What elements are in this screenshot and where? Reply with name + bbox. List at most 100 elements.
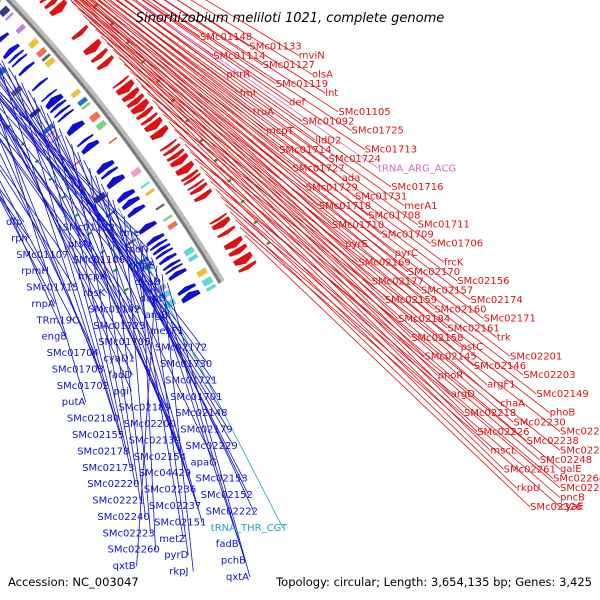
gene-label: SMc02201 (510, 351, 562, 362)
leader-line (0, 112, 133, 376)
forward-gene (44, 0, 58, 10)
leader-line (88, 0, 306, 188)
reverse-gene (8, 49, 25, 64)
gene-label: SMc02326 (530, 502, 582, 513)
gene-label: SMc02149 (536, 389, 588, 400)
gene-label: SMc02154 (134, 452, 186, 463)
forward-gene (135, 105, 154, 121)
gene-label: SMc02184 (398, 314, 450, 325)
leader-line (27, 89, 234, 447)
gene-label: lnt (325, 88, 338, 99)
leader-line (0, 66, 116, 419)
gene-label: SMc01724 (329, 154, 381, 165)
gene-label: SMc02159 (385, 295, 437, 306)
gene-label: pyrC (395, 248, 418, 259)
gene-label: SMc04429 (139, 468, 191, 479)
leader-line (0, 113, 87, 403)
gene-label: SMc02221 (92, 496, 144, 507)
gene-label: mscL (490, 446, 516, 457)
reverse-gene (49, 99, 67, 114)
gene-label: rpoN (125, 244, 149, 255)
gene-label: SMc02261 (504, 464, 556, 475)
gene-label: dapD (140, 294, 167, 305)
gene-label: pyrE (345, 239, 368, 250)
gene-label: fadB (216, 539, 239, 550)
gc-mark (34, 159, 40, 164)
leader-line (95, 175, 198, 507)
gene-label: SMc01711 (418, 220, 470, 231)
leader-line (152, 0, 277, 85)
forward-gene (183, 172, 201, 186)
gc-mark (136, 306, 141, 311)
gene-label: SMc01710 (332, 220, 384, 231)
gene-label: SMc01132 (63, 223, 115, 234)
gene-label: SMc02189 (119, 403, 171, 414)
leader-line (109, 0, 343, 179)
leader-line (0, 115, 122, 261)
genome-arc-layer: 400 kbp450 kbp500 kbp550 kbp600 kbp650 k… (0, 0, 271, 311)
gene-label: lldD2 (315, 135, 341, 146)
reverse-gene (45, 93, 64, 110)
forward-gene (187, 178, 205, 191)
leader-line (80, 0, 409, 273)
leader-line (81, 0, 333, 226)
gene-label: SMc01729 (306, 182, 358, 193)
gene-label: chaA (500, 399, 525, 410)
gene-label: SMc02171 (484, 314, 536, 325)
gene-label: trk (497, 333, 511, 344)
gene-label: SMc01119 (276, 79, 328, 90)
reverse-gene (158, 252, 177, 266)
gene-label: SMc02161 (447, 323, 499, 334)
leader-lines (0, 0, 561, 578)
reverse-gene (18, 61, 35, 77)
gene-label: rpmH (21, 266, 49, 277)
leader-line (166, 282, 251, 578)
leader-line (184, 143, 478, 433)
gene-label: mexF1 (150, 326, 184, 337)
gene-label: truA (253, 107, 274, 118)
gene-label: SMc02178 (77, 446, 129, 457)
leader-line (132, 0, 303, 122)
leader-line (230, 211, 518, 489)
gene-label: SMc01723 (93, 321, 145, 332)
forward-gene (159, 138, 177, 152)
leader-line (78, 0, 346, 245)
gene-label: SMc02156 (457, 276, 509, 287)
forward-gene (49, 0, 68, 17)
leader-line (136, 265, 158, 567)
cog-block-outer (187, 253, 199, 263)
leader-line (89, 167, 141, 501)
leader-line (225, 204, 561, 489)
gene-label: SMc02157 (421, 286, 473, 297)
leader-line (205, 173, 541, 461)
leader-line (235, 219, 561, 498)
leader-line (33, 97, 126, 452)
gene-label: fmt (240, 88, 257, 99)
reverse-gene (177, 283, 197, 296)
leader-line (106, 191, 146, 517)
gene-label: SMc01127 (263, 60, 315, 71)
forward-gene (238, 260, 257, 273)
gene-label: SMc02223 (103, 528, 155, 539)
leader-line (164, 0, 339, 113)
leader-line (210, 181, 561, 470)
leader-line (40, 105, 183, 457)
gene-label: SMc02220 (87, 479, 139, 490)
gene-label: SMc01725 (352, 126, 404, 137)
leader-line (132, 0, 379, 169)
gene-label: SMc02169 (358, 258, 410, 269)
reverse-gene (116, 188, 136, 204)
gene-label: SMc01730 (160, 359, 212, 370)
gene-label: SMc02229 (185, 441, 237, 452)
cog-block-outer (167, 220, 179, 231)
leader-line (153, 0, 352, 132)
gene-label: SMc01092 (302, 117, 354, 128)
forward-gene (211, 216, 231, 231)
leader-line (103, 0, 267, 132)
forward-gene (112, 75, 130, 89)
forward-gene (232, 251, 253, 266)
gene-label: SMc02230 (513, 417, 565, 428)
cog-block-outer (4, 12, 14, 21)
gene-label: ada (342, 173, 361, 184)
gene-label: SMc01704 (47, 348, 99, 359)
